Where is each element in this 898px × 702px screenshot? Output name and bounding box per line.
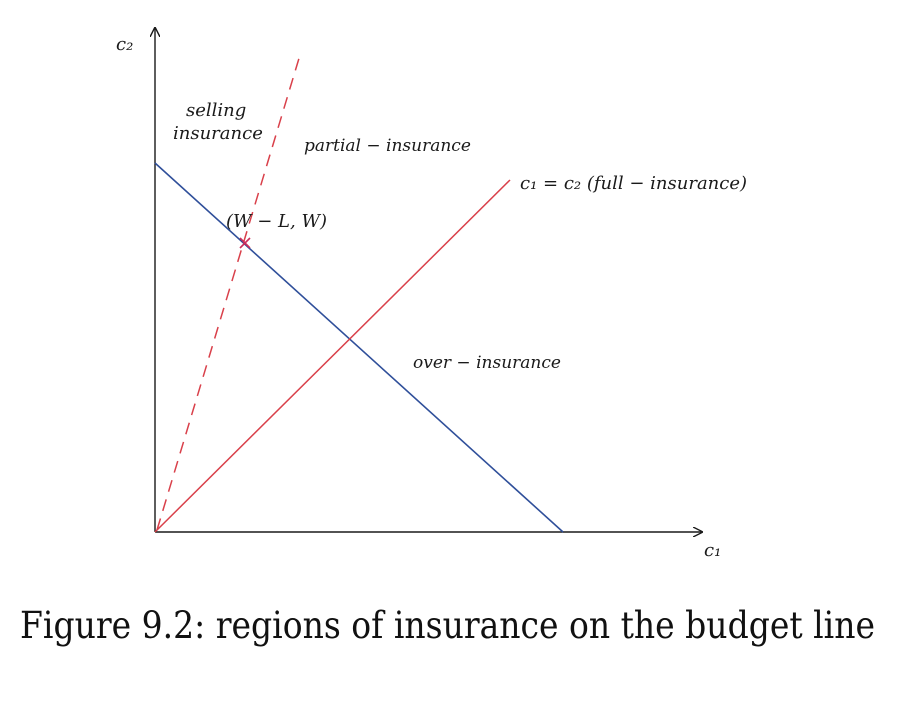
selling-insurance-label-line1: selling bbox=[186, 100, 246, 121]
full-insurance-line bbox=[154, 179, 511, 533]
over-insurance-label: over − insurance bbox=[413, 353, 561, 373]
y-axis-label: c₂ bbox=[116, 34, 133, 55]
budget-line bbox=[154, 162, 564, 533]
x-axis-label: c₁ bbox=[704, 540, 721, 561]
endowment-ray-dashed bbox=[156, 54, 301, 531]
endowment-point-marker bbox=[239, 237, 251, 249]
full-insurance-label: c₁ = c₂ (full − insurance) bbox=[520, 173, 747, 194]
partial-insurance-label: partial − insurance bbox=[304, 136, 471, 156]
figure-caption: Figure 9.2: regions of insurance on the … bbox=[20, 604, 875, 647]
endowment-point-label: (W − L, W) bbox=[226, 211, 327, 232]
selling-insurance-label-line2: insurance bbox=[173, 123, 263, 144]
